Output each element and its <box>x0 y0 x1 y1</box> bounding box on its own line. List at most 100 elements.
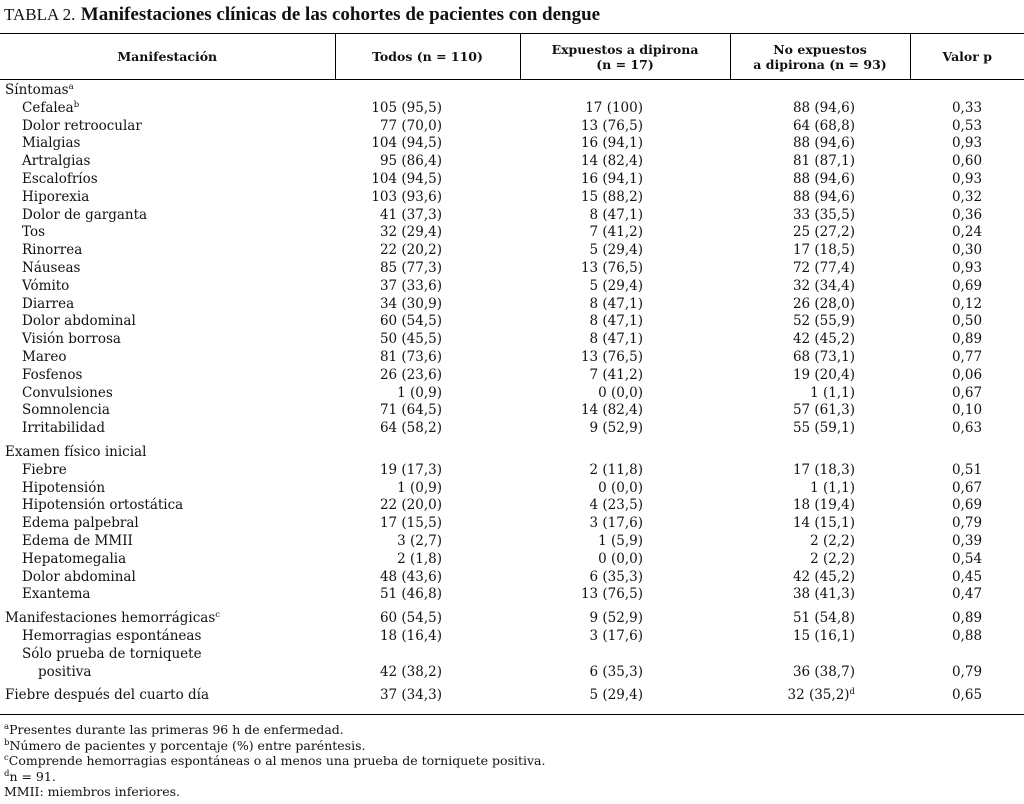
footnote: bNúmero de pacientes y porcentaje (%) en… <box>4 738 545 754</box>
cell-text: 36 (38,7) <box>792 663 855 680</box>
cell-text: 48 (43,6) <box>379 568 442 585</box>
header-text: No expuestos <box>773 41 867 57</box>
cell-text: 0,89 <box>951 331 983 348</box>
cell-text: 81 (73,6) <box>379 348 442 365</box>
row-label: Exantema <box>22 586 91 603</box>
cell-text: 0,69 <box>951 497 983 514</box>
row-label: Somnolencia <box>22 402 110 419</box>
cell: 51 (54,8) <box>730 604 910 628</box>
cell-text: 0,47 <box>951 586 983 603</box>
row-label-cell: Tos <box>0 224 335 242</box>
row-label-cell: Edema de MMII <box>0 533 335 551</box>
table-row: Edema palpebral 17 (15,5) 3 (17,6) 14 (15,1… <box>0 515 1024 533</box>
cell-text: 18 (19,4) <box>792 497 855 514</box>
cell: 85 (77,3) <box>335 260 520 278</box>
cell: 1 (0,9) <box>335 385 520 403</box>
cell-text: 64 (58,2) <box>379 420 442 437</box>
row-label: Mialgias <box>22 135 81 152</box>
cell-text: 51 (54,8) <box>792 610 855 627</box>
section-row: Examen físico inicial <box>0 438 1024 462</box>
cell-text: 15 (88,2) <box>580 188 643 205</box>
cell-text: 57 (61,3) <box>792 402 855 419</box>
cell: 0,51 <box>910 462 1024 480</box>
cell: 60 (54,5) <box>335 604 520 628</box>
cell: 2 (2,2) <box>730 551 910 569</box>
row-label: Dolor de garganta <box>22 206 148 223</box>
row-label-cell: Dolor abdominal <box>0 569 335 587</box>
cell-text: 88 (94,6) <box>792 99 855 116</box>
column-header: No expuestos a dipirona (n = 93) <box>730 33 911 80</box>
cell: 0,53 <box>910 118 1024 136</box>
row-label-cell: Convulsiones <box>0 385 335 403</box>
cell: 42 (45,2) <box>730 569 910 587</box>
row-label: Náuseas <box>22 259 81 276</box>
cell: 0,88 <box>910 628 1024 646</box>
cell: 72 (77,4) <box>730 260 910 278</box>
cell: 13 (76,5) <box>520 586 730 604</box>
cell: 50 (45,5) <box>335 331 520 349</box>
cell-text: 26 (28,0) <box>792 295 855 312</box>
column-header: Todos (n = 110) <box>335 33 521 80</box>
header-text: a dipirona (n = 93) <box>753 56 887 72</box>
cell: 4 (23,5) <box>520 497 730 515</box>
cell-text: 37 (34,3) <box>379 687 442 704</box>
cell-text: 34 (30,9) <box>379 295 442 312</box>
row-label-cell: Rinorrea <box>0 242 335 260</box>
table-row: Tos 32 (29,4) 7 (41,2) 25 (27,2) 0,24 <box>0 224 1024 242</box>
cell: 0,30 <box>910 242 1024 260</box>
cell: 0,67 <box>910 480 1024 498</box>
cell: 64 (68,8) <box>730 118 910 136</box>
row-label: Cefalea <box>22 99 74 116</box>
row-label: positiva <box>38 663 92 680</box>
cell-text: 13 (76,5) <box>580 259 643 276</box>
table-row: Mareo 81 (73,6) 13 (76,5) 68 (73,1) 0,77 <box>0 349 1024 367</box>
row-label-cell: Somnolencia <box>0 402 335 420</box>
cell: 14 (15,1) <box>730 515 910 533</box>
table-row: Hemorragias espontáneas 18 (16,4) 3 (17,6)… <box>0 628 1024 646</box>
cell-text: 0,50 <box>951 313 983 330</box>
cell: 13 (76,5) <box>520 349 730 367</box>
cell-text: 5 (29,4) <box>589 242 643 259</box>
cell-text: 81 (87,1) <box>792 153 855 170</box>
table-row: Hiporexia 103 (93,6) 15 (88,2) 88 (94,6) 0,3… <box>0 189 1024 207</box>
cell-text: 88 (94,6) <box>792 170 855 187</box>
cell-text: 0,63 <box>951 420 983 437</box>
cell: 25 (27,2) <box>730 224 910 242</box>
cell <box>910 80 1024 100</box>
cell: 7 (41,2) <box>520 367 730 385</box>
cell-text: 0,79 <box>951 515 983 532</box>
header-text: Expuestos a dipirona <box>551 41 699 57</box>
cell: 5 (29,4) <box>520 242 730 260</box>
row-label: Dolor abdominal <box>22 568 136 585</box>
cell-text: 14 (15,1) <box>792 515 855 532</box>
cell-text: 51 (46,8) <box>379 586 442 603</box>
cell: 55 (59,1) <box>730 420 910 438</box>
row-label-cell: Escalofríos <box>0 171 335 189</box>
cell: 0 (0,0) <box>520 385 730 403</box>
cell: 0,45 <box>910 569 1024 587</box>
row-label-cell: Fiebre <box>0 462 335 480</box>
cell-text: 42 (38,2) <box>379 663 442 680</box>
cell <box>335 80 520 100</box>
cell: 19 (17,3) <box>335 462 520 480</box>
table-row: Sólo prueba de torniquete positiva 42 (38,… <box>0 646 1024 682</box>
section-label: Examen físico inicial <box>0 438 335 462</box>
cell: 0 (0,0) <box>520 551 730 569</box>
cell-text: 0,93 <box>951 259 983 276</box>
row-label: Hiporexia <box>22 188 90 205</box>
cell <box>910 438 1024 462</box>
section-label: Manifestaciones hemorrágicasc <box>0 604 335 628</box>
cell-text: 6 (35,3) <box>589 663 643 680</box>
cell: 33 (35,5) <box>730 207 910 225</box>
footnote-text: n = 91. <box>9 768 56 784</box>
row-label: Sólo prueba de torniquete <box>22 645 202 662</box>
cell: 0,12 <box>910 296 1024 314</box>
section-label: Síntomasa <box>0 80 335 100</box>
footnote: MMII: miembros inferiores. <box>4 784 545 800</box>
cell: 1 (5,9) <box>520 533 730 551</box>
cell: 81 (73,6) <box>335 349 520 367</box>
cell: 18 (19,4) <box>730 497 910 515</box>
cell: 0,69 <box>910 497 1024 515</box>
table-row: Dolor retroocular 77 (70,0) 13 (76,5) 64 (6… <box>0 118 1024 136</box>
